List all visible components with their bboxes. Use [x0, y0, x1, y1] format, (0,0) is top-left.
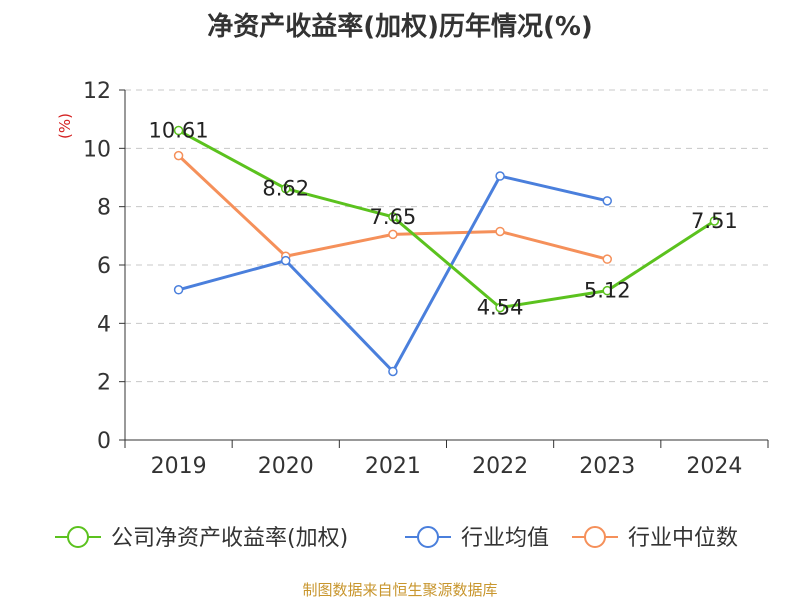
- legend: 公司净资产收益率(加权) 行业均值 行业中位数: [55, 526, 738, 551]
- data-point: [709, 216, 720, 226]
- data-point: [173, 285, 184, 295]
- data-label: 4.54: [477, 296, 524, 320]
- legend-label: 行业中位数: [628, 526, 738, 551]
- data-point: [173, 125, 184, 136]
- data-point: [388, 229, 398, 240]
- chart-title: 净资产收益率(加权)历年情况(%): [207, 12, 593, 42]
- x-tick-label: 2021: [365, 454, 421, 479]
- data-label: 10.61: [149, 119, 209, 143]
- data-point: [602, 196, 612, 206]
- y-tick-label: 0: [97, 429, 111, 454]
- y-tick-label: 4: [97, 312, 111, 337]
- x-tick-label: 2020: [258, 454, 314, 479]
- data-label: 7.65: [370, 205, 417, 229]
- grid-lines: [125, 89, 768, 383]
- data-point: [602, 254, 612, 264]
- legend-marker: [584, 526, 606, 548]
- y-tick-label: 10: [83, 137, 111, 162]
- source-note: 制图数据来自恒生聚源数据库: [302, 581, 498, 599]
- data-point: [602, 285, 612, 296]
- x-tick-label: 2023: [579, 454, 635, 479]
- data-point: [173, 150, 184, 161]
- data-label: 7.51: [691, 209, 738, 233]
- legend-label: 行业均值: [461, 526, 549, 551]
- y-tick-label: 6: [97, 254, 111, 279]
- data-point: [388, 366, 398, 377]
- data-point: [388, 212, 398, 222]
- legend-marker: [67, 526, 89, 548]
- series-line: [177, 129, 716, 310]
- data-label: 8.62: [262, 177, 309, 201]
- y-axis-label: (%): [56, 113, 74, 139]
- x-tick-label: 2022: [472, 454, 528, 479]
- data-label: 5.12: [584, 279, 631, 303]
- data-point: [495, 302, 505, 313]
- data-labels: 10.61 8.62 7.65 4.54 5.12 7.51: [149, 119, 738, 320]
- y-tick-label: 2: [97, 371, 111, 396]
- x-tick-label: 2019: [151, 454, 207, 479]
- data-point: [281, 183, 291, 194]
- data-point: [281, 255, 291, 266]
- axes: 0 2 4 6 8 10 12 2019 2020 2021 2022 2023 2024 (%): [56, 79, 769, 479]
- x-tick-label: 2024: [686, 454, 742, 479]
- data-point: [495, 171, 505, 181]
- data-point: [495, 226, 505, 237]
- legend-marker: [417, 526, 439, 548]
- y-tick-label: 12: [83, 79, 111, 104]
- legend-label: 公司净资产收益率(加权): [111, 526, 348, 551]
- y-tick-label: 8: [97, 196, 111, 221]
- series-group: [173, 125, 720, 377]
